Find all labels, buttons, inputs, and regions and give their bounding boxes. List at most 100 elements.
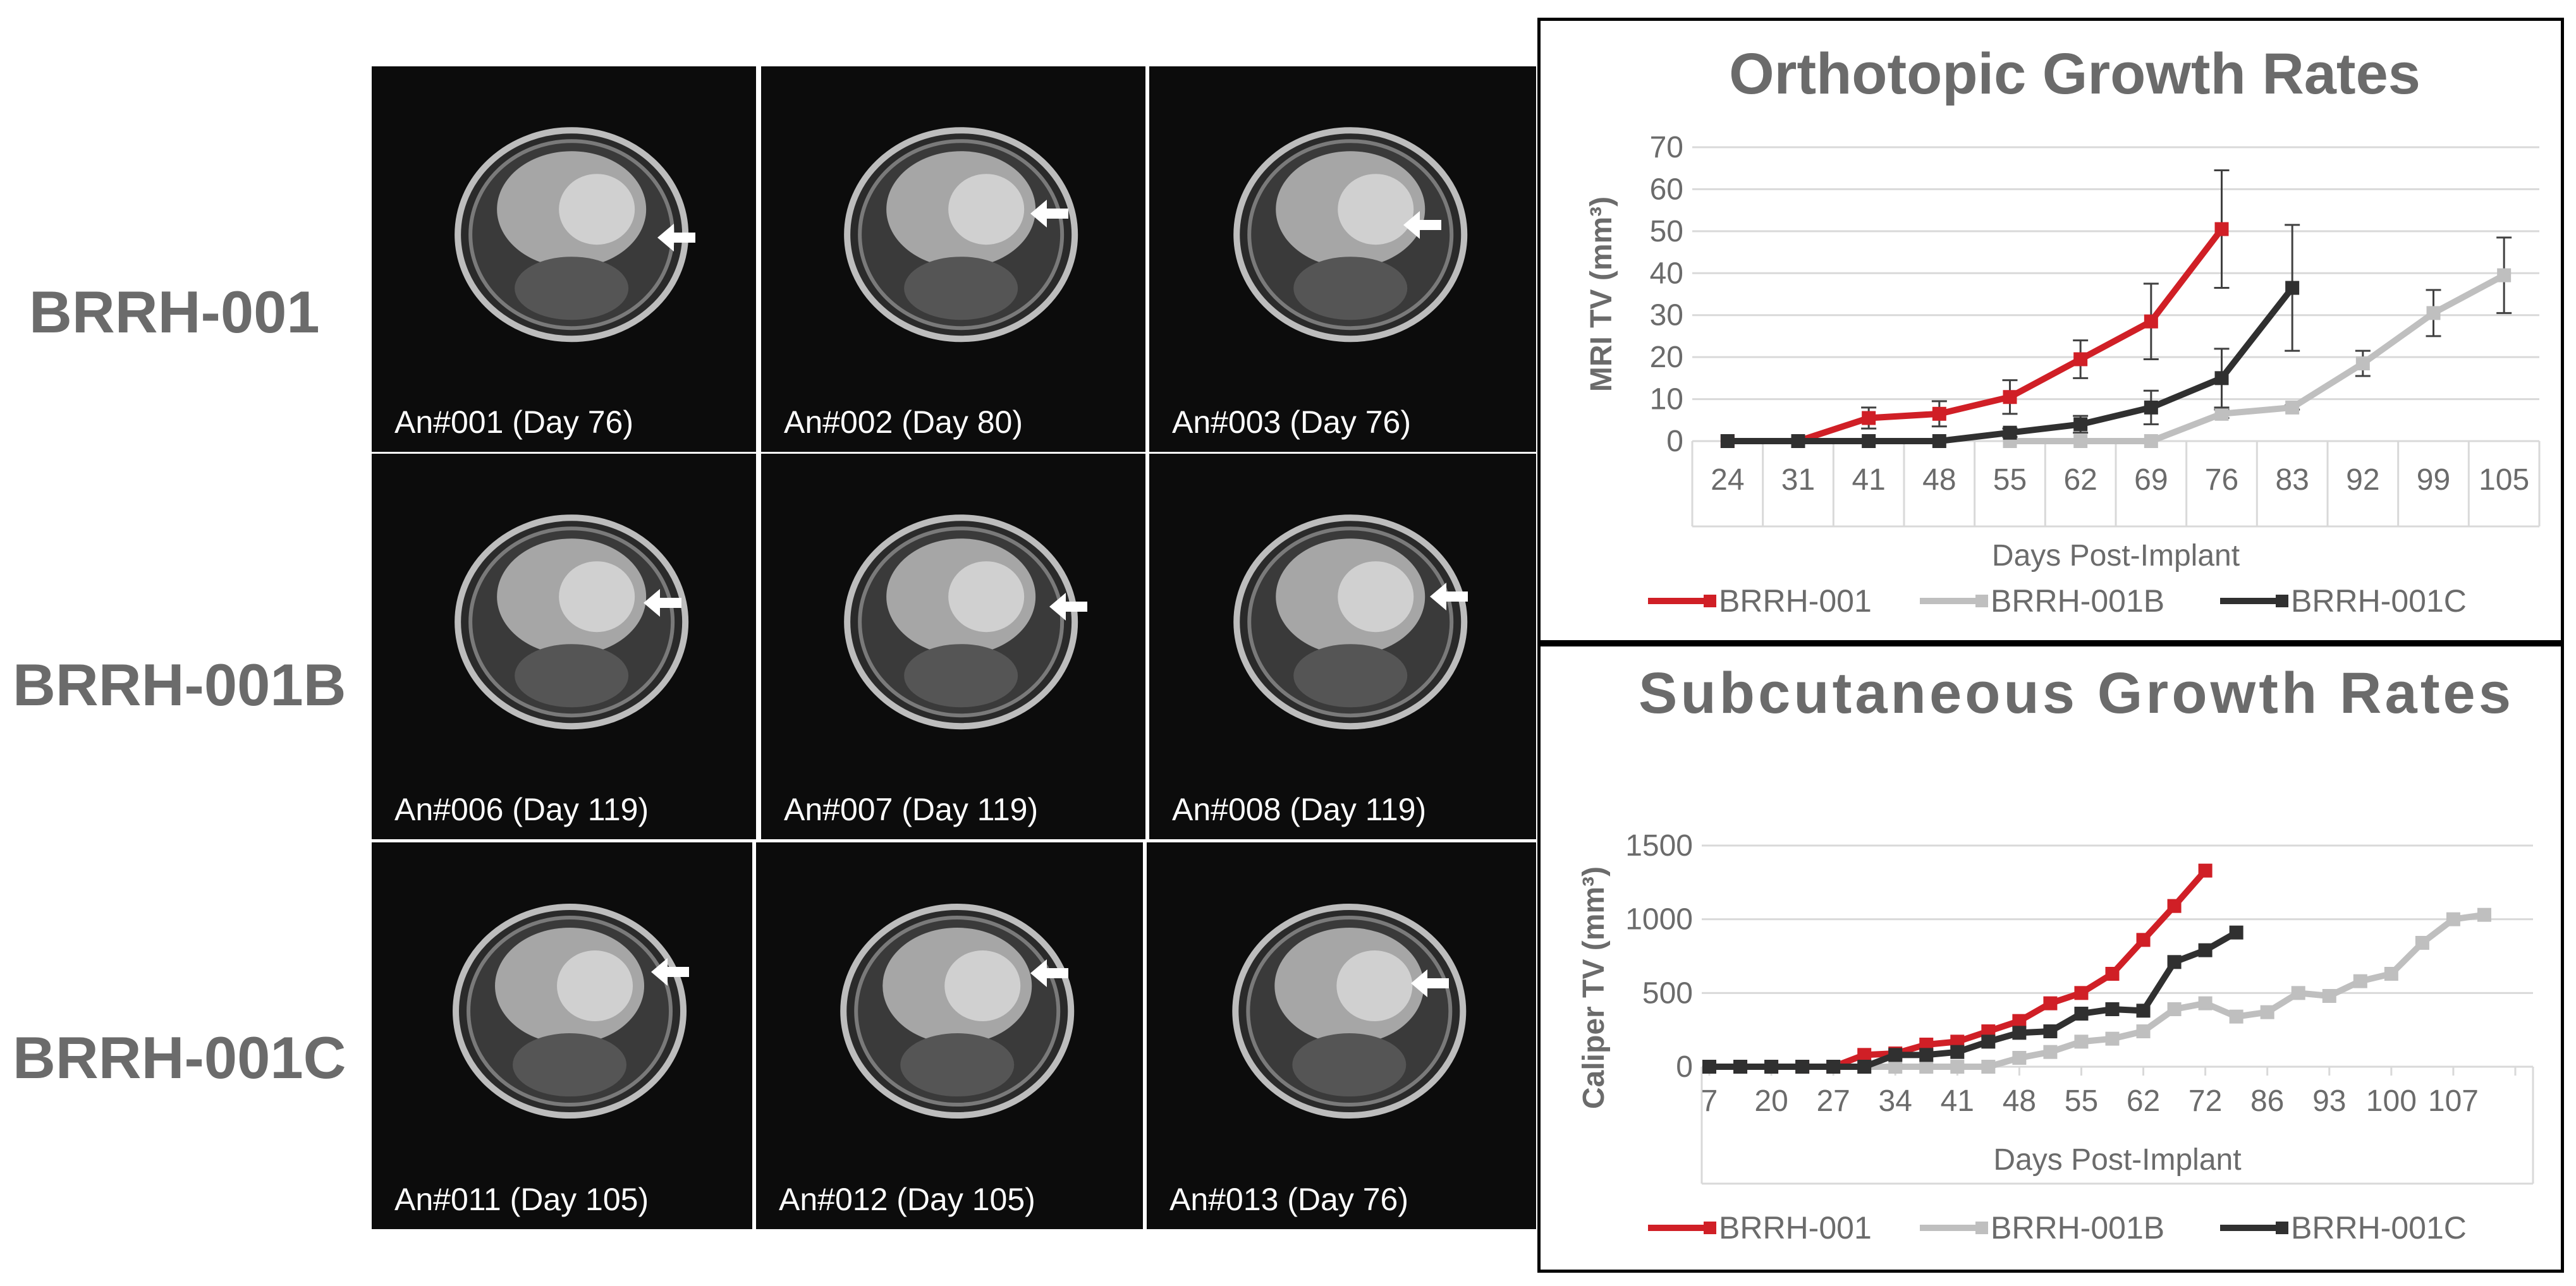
mri-scan-graphic	[1232, 904, 1467, 1119]
data-point	[2105, 1002, 2120, 1016]
legend-marker	[2276, 595, 2288, 607]
data-point	[2105, 967, 2120, 981]
data-point	[1981, 1034, 1996, 1049]
data-point	[1919, 1060, 1934, 1074]
legend-marker	[1975, 1222, 1988, 1234]
mri-scan-graphic	[844, 514, 1078, 730]
x-tick-label: 86	[2250, 1084, 2284, 1118]
mri-scan-graphic	[453, 904, 687, 1119]
x-tick-label: 41	[1852, 463, 1885, 497]
series-line	[1709, 930, 2238, 1070]
series-line	[2010, 272, 2506, 444]
x-tick-label: 62	[2127, 1084, 2160, 1118]
data-point	[2144, 434, 2158, 448]
data-point	[2144, 400, 2158, 415]
legend-label: BRRH-001C	[2291, 1210, 2467, 1246]
mri-image: An#012 (Day 105)	[756, 842, 1143, 1229]
arrow-left-icon	[651, 958, 689, 986]
data-point	[1791, 434, 1805, 448]
legend-item: BRRH-001	[1648, 1210, 1872, 1246]
x-tick-label: 27	[1816, 1084, 1850, 1118]
mri-image: An#008 (Day 119)	[1149, 454, 1536, 839]
data-point	[2426, 306, 2441, 320]
data-point	[2415, 936, 2429, 950]
x-tick-label: 41	[1941, 1084, 1974, 1118]
data-point	[1764, 1060, 1779, 1074]
data-point	[2043, 1024, 2058, 1038]
arrow-left-icon	[1411, 969, 1449, 997]
data-point	[2198, 996, 2213, 1010]
mri-caption: An#006 (Day 119)	[394, 792, 649, 827]
data-point	[2003, 390, 2017, 404]
x-tick-label: 7	[1701, 1084, 1718, 1118]
legend-item: BRRH-001	[1648, 583, 1872, 619]
y-tick-label: 70	[1650, 131, 1683, 164]
data-point	[2144, 314, 2158, 329]
data-point	[2073, 352, 2088, 367]
x-tick-label: 62	[2063, 463, 2097, 497]
mri-image: An#001 (Day 76)	[372, 66, 756, 452]
arrow-left-icon	[1430, 583, 1468, 610]
mri-scan-graphic	[455, 127, 689, 343]
y-tick-label: 30	[1650, 299, 1683, 332]
mri-image: An#011 (Day 105)	[372, 842, 752, 1229]
data-point	[2497, 268, 2512, 282]
data-point	[2214, 371, 2229, 385]
data-point	[2003, 425, 2017, 440]
legend-label: BRRH-001B	[1991, 1210, 2164, 1246]
data-point	[2353, 974, 2367, 988]
data-point	[1733, 1060, 1748, 1074]
legend-marker	[1975, 595, 1988, 607]
data-point	[2229, 925, 2243, 940]
series-line	[1709, 911, 2485, 1070]
orthotopic-chart-panel: Orthotopic Growth Rates 0 10 20 30 40 50 60 70 24…	[1537, 18, 2564, 643]
x-tick-label: 48	[1922, 463, 1956, 497]
y-tick-label: 40	[1650, 257, 1683, 290]
arrow-left-icon	[657, 224, 695, 252]
x-tick-label: 69	[2134, 463, 2168, 497]
data-point	[2167, 899, 2182, 913]
mri-scan-graphic	[1233, 514, 1468, 730]
data-point	[2074, 986, 2089, 1000]
data-point	[2136, 1004, 2151, 1018]
mri-scan-graphic	[1233, 127, 1468, 343]
data-point	[2105, 1031, 2120, 1046]
data-point	[1826, 1060, 1841, 1074]
arrow-left-icon	[1030, 959, 1068, 987]
x-tick-label: 20	[1754, 1084, 1788, 1118]
x-tick-label: 34	[1879, 1084, 1912, 1118]
data-point	[2355, 356, 2370, 371]
series-line	[1727, 227, 2225, 444]
data-point	[2198, 863, 2213, 878]
x-tick-label: 55	[1993, 463, 2027, 497]
legend-label: BRRH-001C	[2291, 583, 2467, 619]
y-tick-label: 60	[1650, 173, 1683, 206]
mri-scan-graphic	[844, 127, 1078, 343]
y-tick-label: 500	[1642, 976, 1693, 1010]
x-tick-label: 93	[2312, 1084, 2346, 1118]
chart-title: Orthotopic Growth Rates	[1729, 42, 2420, 106]
mri-caption: An#002 (Day 80)	[784, 404, 1023, 440]
arrow-left-icon	[1403, 211, 1441, 239]
data-point	[2285, 400, 2300, 415]
data-point	[2012, 1026, 2027, 1040]
data-point	[2136, 933, 2151, 947]
arrow-left-icon	[1030, 200, 1068, 227]
y-tick-label: 10	[1650, 383, 1683, 416]
mri-scan-graphic	[840, 904, 1075, 1119]
data-point	[2073, 434, 2088, 448]
data-point	[2214, 222, 2229, 236]
data-point	[2291, 986, 2305, 1000]
x-tick-label: 105	[2479, 463, 2529, 497]
data-point	[1888, 1060, 1903, 1074]
data-point	[1857, 1048, 1872, 1062]
mri-caption: An#012 (Day 105)	[779, 1182, 1035, 1217]
mri-image: An#002 (Day 80)	[761, 66, 1145, 452]
y-axis-label: Caliper TV (mm³)	[1577, 866, 1611, 1109]
legend-item: BRRH-001C	[2220, 583, 2467, 619]
row-label-brrh-001: BRRH-001	[29, 279, 320, 345]
data-point	[2167, 955, 2182, 969]
x-tick-label: 107	[2428, 1084, 2479, 1118]
data-point	[2074, 1034, 2089, 1049]
mri-caption: An#008 (Day 119)	[1172, 792, 1427, 827]
